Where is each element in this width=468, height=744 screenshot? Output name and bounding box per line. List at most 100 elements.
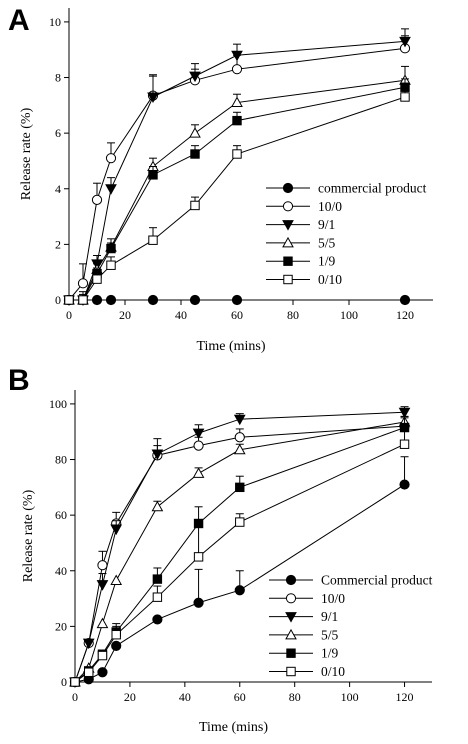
data-point (148, 170, 158, 180)
x-tick-label: 120 (396, 308, 414, 322)
data-point (232, 115, 242, 126)
data-point (91, 294, 103, 306)
data-point (233, 414, 246, 426)
legend-marker (282, 201, 294, 212)
legend-marker (282, 182, 294, 194)
y-tick-label: 4 (55, 182, 61, 196)
data-point (232, 149, 242, 159)
data-point (147, 92, 159, 104)
data-point (235, 482, 245, 493)
legend-label: 9/1 (321, 609, 338, 624)
legend-label: 1/9 (321, 646, 339, 661)
data-point (77, 278, 89, 289)
data-point (97, 560, 108, 571)
series-line (68, 47, 406, 301)
x-tick-label: 0 (72, 690, 78, 704)
data-point (97, 667, 108, 678)
data-point (400, 92, 410, 102)
y-tick-label: 0 (55, 293, 61, 307)
data-point (96, 580, 109, 591)
data-point (64, 295, 74, 305)
x-tick-label: 100 (340, 308, 358, 322)
series-line (74, 411, 405, 683)
data-point (111, 640, 122, 651)
data-point (234, 432, 245, 443)
y-tick-label: 80 (55, 453, 67, 467)
series-line (74, 427, 405, 683)
legend-label: 0/10 (318, 272, 342, 287)
data-point (92, 274, 102, 284)
data-point (399, 479, 410, 490)
data-point (152, 574, 163, 584)
x-axis-title: Time (mins) (199, 720, 268, 735)
data-point (105, 184, 117, 195)
y-tick-label: 20 (55, 619, 67, 633)
data-point (151, 449, 164, 460)
series-10-0 (63, 35, 411, 306)
legend-marker (285, 574, 297, 586)
legend-label: Commercial product (321, 573, 433, 588)
data-point (189, 294, 201, 306)
data-point (97, 650, 108, 661)
data-point (147, 294, 159, 306)
data-point (193, 440, 204, 451)
data-point (399, 439, 410, 449)
data-point (231, 96, 243, 108)
legend-marker (282, 220, 294, 231)
series-0-10 (70, 427, 410, 687)
x-tick-label: 80 (287, 308, 299, 322)
data-point (398, 407, 411, 419)
data-point (231, 294, 243, 306)
series-line (69, 40, 406, 301)
data-point (105, 153, 117, 164)
legend-marker (282, 236, 294, 248)
x-tick-label: 20 (119, 308, 131, 322)
chart-panel-b: B 0 20 40 60 80 100 120 0 20 40 60 80 100 Time (mins) R… (8, 364, 433, 735)
panel-letter: B (8, 364, 30, 397)
legend-marker (285, 612, 297, 623)
x-axis-title: Time (mins) (196, 339, 265, 354)
legend-marker (285, 628, 297, 640)
series-1-9 (70, 415, 410, 687)
data-point (399, 36, 411, 48)
x-tick-label: 60 (231, 308, 243, 322)
y-axis-title: Release rate (%) (21, 489, 36, 582)
y-tick-label: 40 (55, 564, 67, 578)
data-point (110, 574, 123, 585)
data-point (189, 127, 201, 138)
x-tick-label: 80 (289, 690, 301, 704)
data-point (151, 500, 164, 512)
series-5-5 (69, 415, 411, 687)
data-point (231, 50, 243, 62)
legend-label: commercial product (318, 181, 427, 196)
legend-label: 1/9 (318, 254, 336, 269)
data-point (148, 235, 158, 245)
data-point (235, 517, 245, 527)
data-point (105, 294, 117, 306)
series-0-10 (64, 88, 410, 305)
panel-letter: A (8, 4, 30, 37)
data-point (84, 667, 94, 677)
legend-label: 10/0 (318, 199, 342, 214)
legend-label: 10/0 (321, 591, 345, 606)
data-point (189, 71, 201, 83)
data-point (91, 194, 103, 205)
data-point (190, 149, 200, 159)
series-line (69, 96, 406, 301)
data-point (96, 617, 109, 629)
data-point (234, 585, 245, 596)
series-line (74, 421, 405, 683)
legend-marker (283, 256, 293, 266)
legend-label: 5/5 (321, 627, 339, 642)
y-tick-label: 0 (61, 675, 67, 689)
y-tick-label: 10 (49, 15, 61, 29)
y-axis-title: Release rate (%) (19, 107, 34, 200)
data-point (106, 260, 116, 270)
legend-label: 5/5 (318, 235, 336, 250)
legend-marker (283, 274, 293, 285)
data-point (110, 524, 123, 536)
y-tick-label: 60 (55, 508, 67, 522)
series-line (74, 425, 405, 683)
data-point (70, 677, 80, 687)
x-tick-label: 60 (234, 690, 246, 704)
